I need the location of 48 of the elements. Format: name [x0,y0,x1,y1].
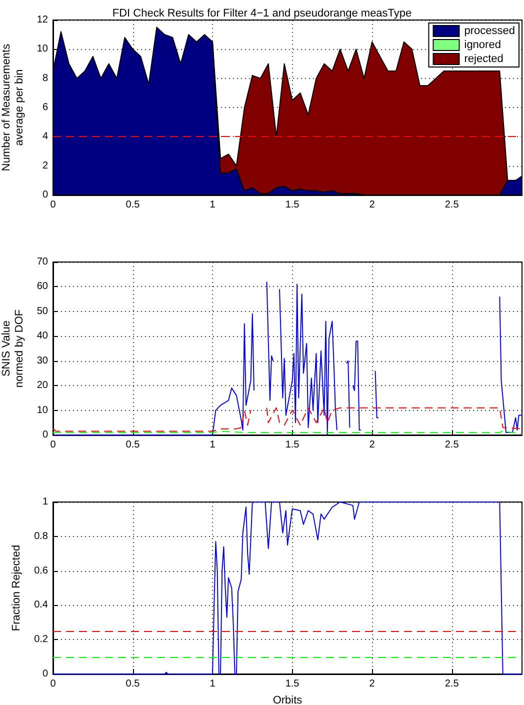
legend-label: ignored [464,39,501,51]
x-tick-label: 1.5 [285,678,300,690]
y-tick-label: 6 [42,102,48,113]
y-axis-title: Fraction Rejected [10,544,23,632]
y-tick-label: 50 [36,306,48,317]
y-tick-label: 10 [36,44,48,55]
x-tick-label: 0 [50,200,56,210]
y-tick-label: 0 [42,190,48,200]
y-tick-label: 0 [42,668,48,680]
chart-title: FDI Check Results for Filter 4−1 and pseudorange measType [112,8,412,20]
y-tick-label: 0.6 [34,565,48,576]
x-tick-label: 2.5 [444,440,460,450]
y-tick-label: 4 [42,131,48,142]
y-tick-label: 40 [36,330,48,342]
x-tick-label: 2 [369,678,376,690]
y-tick-label: 12 [36,14,48,26]
x-tick-label: 0.5 [126,678,140,690]
x-axis-title: Orbits [272,694,303,705]
y-tick-label: 30 [36,355,48,366]
y-tick-label: 0.8 [34,530,48,542]
x-tick-label: 2 [369,440,376,450]
y-tick-label: 60 [36,281,48,292]
x-tick-label: 0 [50,440,56,450]
x-tick-label: 1 [210,440,216,450]
y-tick-label: 0.2 [34,634,48,646]
y-tick-label: 10 [36,404,48,416]
y-tick-label: 0 [42,430,48,440]
x-tick-label: 1.5 [285,200,300,210]
x-tick-label: 2 [369,200,376,210]
y-tick-label: 1 [42,496,48,508]
line-series [52,502,522,674]
y-axis-title: SNIS Value normed by DOF [0,309,26,388]
legend-label: rejected [464,53,504,65]
x-tick-label: 2.5 [444,200,460,210]
y-tick-label: 8 [42,72,48,84]
x-tick-label: 1.5 [285,440,300,450]
x-tick-label: 0 [50,678,56,690]
x-tick-label: 1 [210,678,216,690]
y-axis-title: Number of Measurements average per bin [0,43,26,172]
legend-label: processed [464,25,516,37]
x-tick-label: 0.5 [126,440,140,450]
x-tick-label: 0.5 [126,200,140,210]
y-tick-label: 0.4 [34,600,48,611]
y-tick-label: 20 [36,380,48,392]
x-tick-label: 1 [210,200,216,210]
y-tick-label: 70 [36,256,48,268]
x-tick-label: 2.5 [444,678,460,690]
y-tick-label: 2 [42,160,48,172]
